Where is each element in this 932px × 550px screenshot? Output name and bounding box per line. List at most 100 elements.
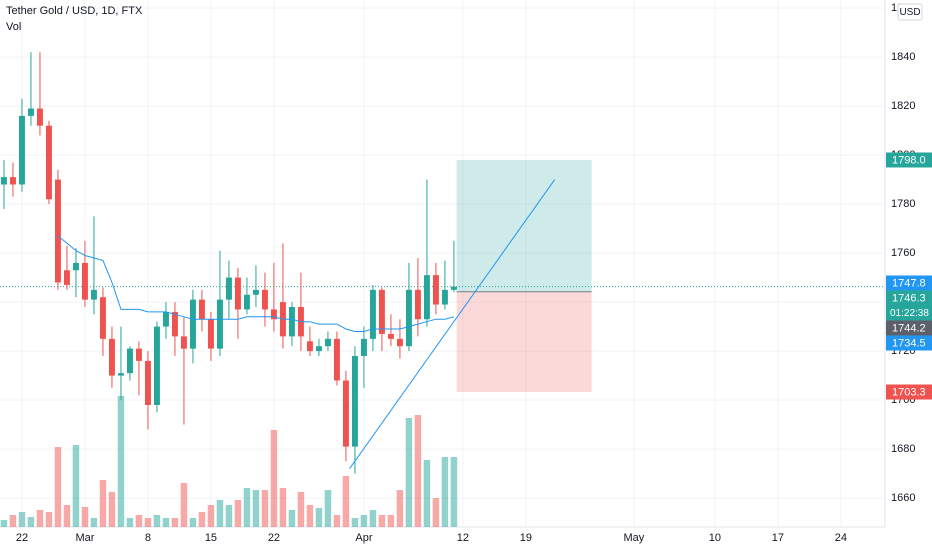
target-zone [456, 159, 592, 292]
volume-bar [360, 515, 368, 527]
candle-body [441, 289, 448, 305]
x-tick-label: Apr [355, 532, 372, 544]
volume-bar [18, 512, 26, 527]
volume-bar [441, 457, 449, 527]
volume-bar [261, 490, 269, 527]
volume-bar [117, 396, 125, 527]
candle-body [333, 338, 340, 381]
volume-bar [99, 480, 107, 527]
volume-bar [414, 415, 422, 527]
volume-bar [216, 500, 224, 527]
candle-body [72, 262, 79, 271]
volume-bar [54, 447, 62, 527]
volume-bar [369, 510, 377, 527]
volume-bar [45, 512, 53, 527]
price-label-box [886, 290, 932, 321]
candle-body [234, 277, 241, 310]
candle-body [288, 306, 295, 337]
x-tick-label: 22 [16, 532, 28, 544]
volume-bar [90, 518, 98, 527]
volume-bar [198, 512, 206, 527]
volume-bar [171, 518, 179, 527]
volume-bar [342, 476, 350, 527]
volume-bar [270, 430, 278, 527]
volume-label: Vol [6, 21, 21, 33]
candle-body [315, 346, 322, 352]
volume-bar [396, 490, 404, 527]
volume-bar [72, 445, 80, 527]
candle-body [162, 311, 169, 327]
price-label: 1746.3 [892, 292, 926, 304]
candle-body [9, 177, 16, 185]
volume-bar [36, 510, 44, 527]
stop-zone [456, 291, 592, 393]
volume-bar [27, 517, 35, 527]
y-tick-label: 1780 [891, 198, 915, 210]
volume-bar [0, 520, 8, 527]
x-tick-label: 22 [268, 532, 280, 544]
candle-body [216, 299, 223, 349]
volume-bar [144, 518, 152, 527]
volume-bar [306, 505, 314, 527]
volume-bar [450, 457, 458, 527]
volume-bar [252, 490, 260, 527]
candle-body [171, 311, 178, 337]
candle-body [153, 326, 160, 405]
price-label: 1703.3 [892, 386, 926, 398]
x-tick-label: 8 [145, 532, 151, 544]
volume-bar [297, 492, 305, 527]
candle-body [90, 289, 97, 300]
candle-body [414, 289, 421, 320]
price-label-box [886, 275, 932, 291]
volume-bar [279, 488, 287, 527]
currency-label[interactable]: USD [899, 7, 920, 18]
price-axis-bg [885, 0, 932, 550]
candle-body [306, 341, 313, 352]
x-tick-label: 19 [520, 532, 532, 544]
candle-body [144, 360, 151, 405]
volume-bar [189, 518, 197, 527]
volume-bar [135, 515, 143, 527]
x-tick-label: 17 [772, 532, 784, 544]
candle-body [261, 289, 268, 310]
price-label-box [886, 384, 932, 400]
candle-body [432, 275, 439, 305]
candle-body [450, 286, 457, 290]
volume-bar [243, 488, 251, 527]
price-label: 1747.8 [892, 277, 926, 289]
candle-body [198, 299, 205, 320]
x-tick-label: 10 [709, 532, 721, 544]
volume-bar [108, 492, 116, 527]
x-tick-label: 12 [457, 532, 469, 544]
candle-body [369, 289, 376, 339]
volume-bar [351, 518, 359, 527]
volume-bar [324, 490, 332, 527]
currency-button[interactable] [897, 3, 923, 21]
moving-average [57, 235, 455, 332]
volume-bar [288, 510, 296, 527]
candle-body [180, 336, 187, 349]
candle-body [207, 319, 214, 349]
volume-bar [81, 507, 89, 527]
volume-bar [234, 500, 242, 527]
candle-body [63, 270, 70, 285]
candle-body [0, 177, 7, 185]
candle-body [387, 333, 394, 339]
x-tick-label: 24 [835, 532, 847, 544]
candle-body [351, 355, 358, 447]
candle-body [45, 125, 52, 200]
volume-bar [162, 518, 170, 527]
volume-bar [225, 505, 233, 527]
price-label: 1744.2 [892, 322, 926, 334]
price-label-box [886, 335, 932, 351]
volume-bar [378, 515, 386, 527]
candle-body [36, 108, 43, 126]
volume-bar [180, 483, 188, 527]
price-label-box [886, 152, 932, 168]
chart-title: Tether Gold / USD, 1D, FTX [6, 5, 143, 17]
candle-body [27, 108, 34, 116]
candle-body [378, 289, 385, 334]
price-label-box [886, 320, 932, 336]
y-tick-label: 1840 [891, 51, 915, 63]
y-tick-label: 1660 [891, 492, 915, 504]
